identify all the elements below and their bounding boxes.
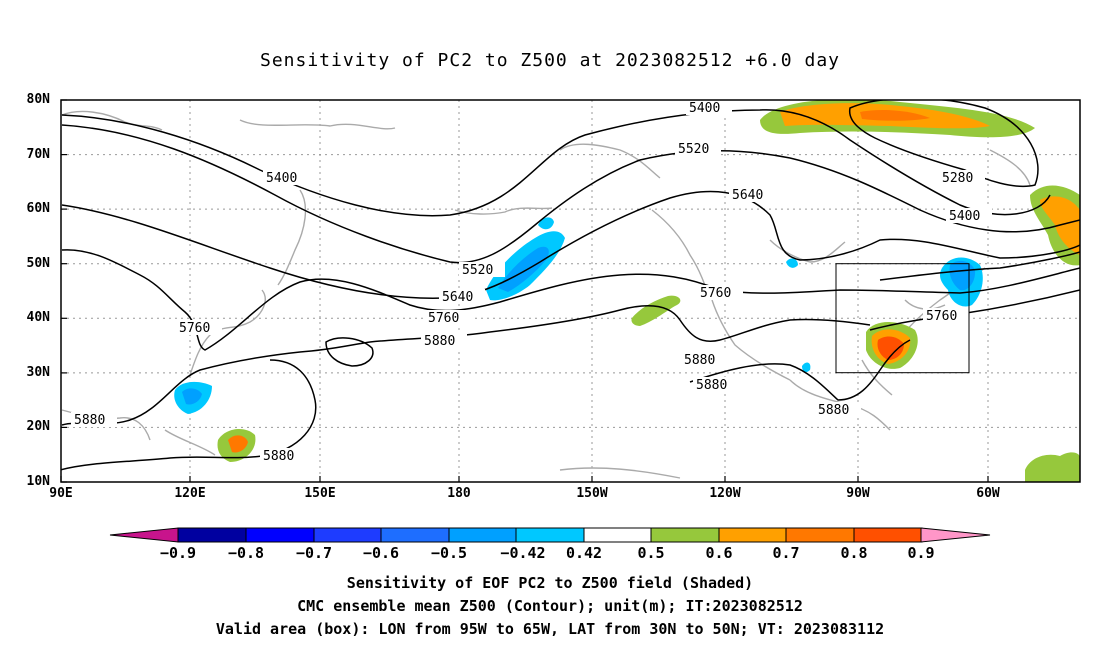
contour-label-5520-south: 5520: [462, 263, 493, 278]
lat-label-60n: 60N: [26, 201, 50, 216]
colorbar-cell-4: [380, 527, 450, 543]
shade-positive-arctic-inner: [860, 110, 930, 121]
shade-positive-philippine-sea-core: [228, 435, 248, 453]
axis-ticks: [60, 99, 989, 483]
lat-label-50n: 50N: [26, 256, 50, 271]
lat-label-30n: 30N: [26, 365, 50, 380]
colorbar-label-3: −0.7: [295, 544, 333, 562]
lon-label-120w: 120W: [709, 486, 741, 501]
colorbar-cell-5: [448, 527, 517, 543]
lon-label-60w: 60W: [976, 486, 1000, 501]
shade-negative-gulf-small: [802, 362, 811, 373]
colorbar-label-2: −0.8: [227, 544, 265, 562]
contour-label-5880-west: 5880: [74, 413, 105, 428]
lon-label-150w: 150W: [576, 486, 608, 501]
colorbar-high-extend: [920, 527, 991, 543]
lon-label-120e: 120E: [174, 486, 206, 501]
contour-label-5280: 5280: [942, 171, 973, 186]
figure-title: Sensitivity of PC2 to Z500 at 2023082512…: [259, 50, 840, 71]
contour-label-5880-caribbean: 5880: [818, 403, 849, 418]
coastlines: [61, 110, 1031, 479]
shade-positive-southeast-us-inner: [877, 336, 904, 360]
shade-negative-hudson: [786, 258, 798, 268]
caption-valid-area: Valid area (box): LON from 95W to 65W, L…: [215, 620, 885, 638]
colorbar-label-10: 0.7: [772, 544, 800, 562]
colorbar-cell-9: [718, 527, 787, 543]
colorbar-label-12: 0.9: [907, 544, 935, 562]
graticule: [61, 100, 1080, 482]
colorbar-label-5: −0.5: [430, 544, 468, 562]
contour-5520: [61, 124, 1080, 264]
colorbar-label-8: 0.5: [637, 544, 665, 562]
contour-label-5760-south: 5760: [428, 311, 459, 326]
contour-label-5520-north: 5520: [678, 142, 709, 157]
contour-label-5640-south: 5640: [442, 290, 473, 305]
contour-5880-closed: [325, 337, 374, 367]
colorbar-cell-11: [853, 527, 922, 543]
contour-label-5880-south: 5880: [263, 449, 294, 464]
colorbar-cell-6: [515, 527, 585, 543]
contour-label-5400-west: 5400: [266, 171, 297, 186]
contour-label-5760-west: 5760: [179, 321, 210, 336]
shade-negative-aleutian-north: [538, 217, 554, 230]
lat-label-80n: 80N: [26, 92, 50, 107]
contour-label-5880-mexico: 5880: [696, 378, 727, 393]
contour-label-5400-east: 5400: [949, 209, 980, 224]
colorbar-cell-2: [245, 527, 315, 543]
shade-negative-aleutian-core: [498, 246, 549, 292]
lat-label-20n: 20N: [26, 419, 50, 434]
lon-label-150e: 150E: [304, 486, 336, 501]
colorbar-label-9: 0.6: [705, 544, 733, 562]
lat-label-40n: 40N: [26, 310, 50, 325]
colorbar-label-6: −0.42: [500, 544, 546, 562]
colorbar-label-1: −0.9: [159, 544, 197, 562]
contour-label-5880-pacific: 5880: [684, 353, 715, 368]
lat-label-70n: 70N: [26, 147, 50, 162]
colorbar-cell-3: [313, 527, 382, 543]
contour-label-5880-mid: 5880: [424, 334, 455, 349]
map-frame: [60, 99, 1081, 483]
colorbar-cell-7: [583, 527, 652, 543]
shaded-sensitivity: [174, 100, 1080, 482]
contour-5640: [61, 190, 1080, 299]
lat-label-10n: 10N: [26, 474, 50, 489]
lon-label-90w: 90W: [846, 486, 870, 501]
caption-shaded: Sensitivity of EOF PC2 to Z500 field (Sh…: [346, 574, 754, 592]
colorbar-low-extend: [109, 527, 179, 543]
contour-5880: [61, 304, 871, 426]
colorbar-label-7: 0.42: [565, 544, 603, 562]
contour-label-5760-east: 5760: [926, 309, 957, 324]
colorbar-label-4: −0.6: [362, 544, 400, 562]
lon-label-90e: 90E: [49, 486, 73, 501]
colorbar-cell-10: [785, 527, 855, 543]
shade-positive-pacific: [631, 295, 681, 326]
caption-contour: CMC ensemble mean Z500 (Contour); unit(m…: [297, 597, 803, 615]
contour-label-5760-mid: 5760: [700, 286, 731, 301]
shade-negative-taiwan-core: [182, 388, 202, 405]
contour-5400: [61, 109, 1051, 217]
colorbar-cell-8: [650, 527, 720, 543]
contour-5760: [61, 249, 1080, 351]
colorbar-cell-1: [177, 527, 247, 543]
lon-label-180: 180: [447, 486, 471, 501]
colorbar-label-11: 0.8: [840, 544, 868, 562]
contour-5640-east: [879, 251, 1080, 281]
contour-label-5640-north: 5640: [732, 188, 763, 203]
contour-5880-east: [689, 339, 911, 401]
colorbar: [109, 527, 991, 543]
z500-contours: [61, 100, 1080, 471]
contour-label-5400-top: 5400: [689, 101, 720, 116]
contour-labels: 5400 5400 5520 5280 5400 5640 5520 5640 …: [71, 100, 992, 464]
shade-positive-atlantic-south: [1025, 452, 1080, 482]
valid-area-box: [835, 263, 970, 374]
